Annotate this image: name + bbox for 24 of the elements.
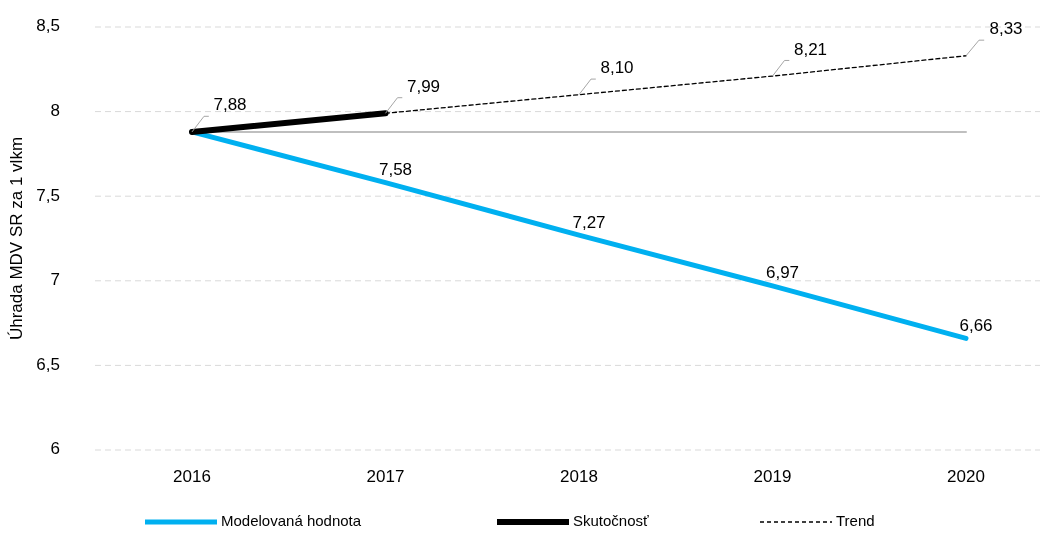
- x-tick-label: 2017: [366, 467, 405, 487]
- data-label: 8,33: [989, 19, 1023, 39]
- x-tick-label: 2018: [560, 467, 598, 487]
- x-tick-label: 2019: [753, 467, 792, 487]
- data-label: 8,10: [600, 58, 634, 78]
- data-label: 7,88: [213, 95, 247, 115]
- y-tick-label: 8,5: [36, 16, 60, 36]
- data-label: 8,21: [793, 39, 828, 59]
- data-label: 6,66: [959, 315, 993, 335]
- x-tick-label: 2016: [173, 467, 211, 487]
- y-axis-title: Úhrada MDV SR za 1 vlkm: [7, 136, 27, 341]
- data-label: 7,58: [378, 160, 413, 180]
- data-label: 6,97: [765, 263, 800, 283]
- data-label: 7,99: [406, 76, 441, 96]
- legend-label: Modelovaná hodnota: [221, 511, 362, 529]
- x-tick-label: 2020: [947, 467, 985, 487]
- legend-label: Skutočnosť: [573, 511, 650, 529]
- y-tick-label: 6: [50, 439, 60, 459]
- y-tick-label: 6,5: [36, 354, 60, 374]
- legend-label: Trend: [836, 511, 875, 529]
- y-tick-label: 7: [50, 270, 60, 290]
- y-tick-label: 7,5: [36, 185, 60, 205]
- data-label: 7,27: [572, 212, 606, 232]
- y-tick-label: 8: [50, 101, 60, 121]
